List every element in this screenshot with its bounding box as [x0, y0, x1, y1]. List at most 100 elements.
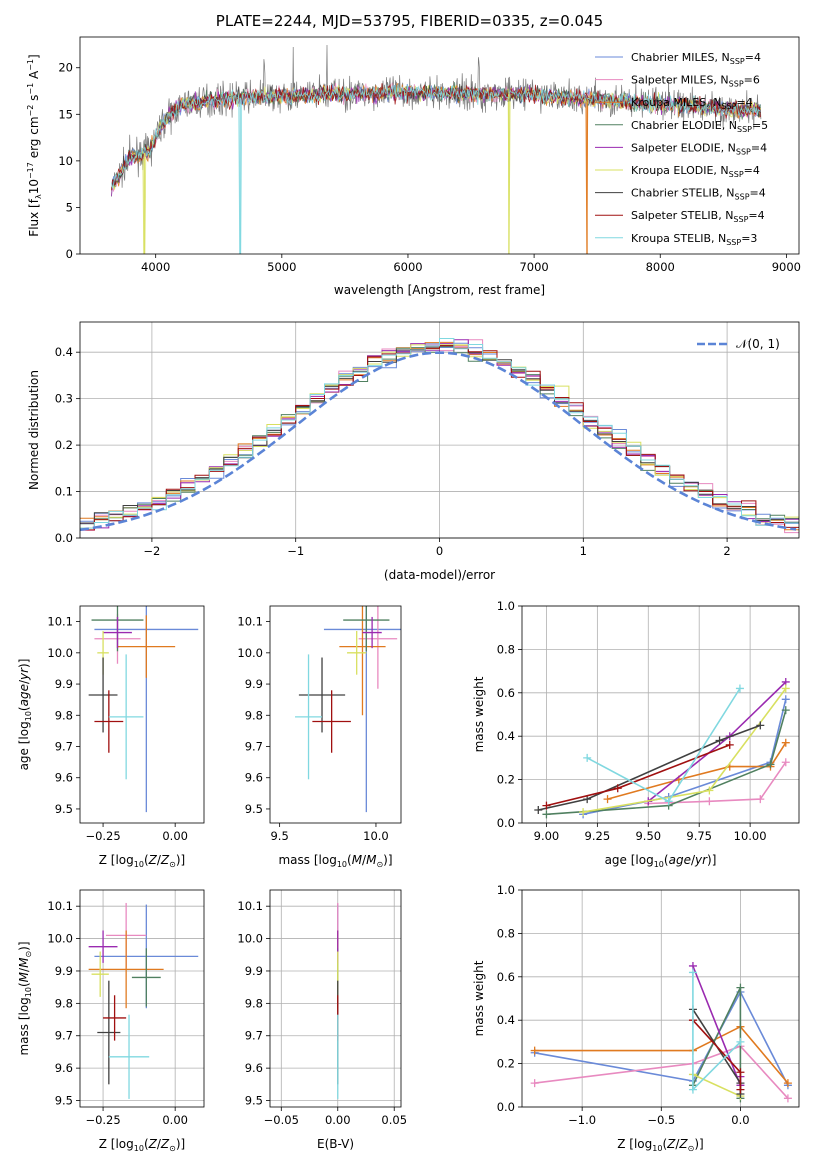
x-axis-label: wavelength [Angstrom, rest frame] [334, 283, 545, 297]
y-tick-label: 0.2 [497, 1057, 515, 1071]
model-spectrum-line [111, 84, 761, 254]
weight-marker [688, 1085, 697, 1094]
weight-marker [756, 795, 765, 804]
legend-label: Chabrier STELIB, NSSP​=4 [631, 187, 766, 202]
weight-marker [766, 760, 775, 769]
legend-label: Salpeter MILES, NSSP​=6 [631, 74, 760, 89]
y-tick-label: 5 [66, 200, 73, 214]
figure-title: PLATE=2244, MJD=53795, FIBERID=0335, z=0… [215, 12, 604, 30]
weight-marker [579, 808, 588, 817]
y-tick-label: 9.9 [245, 964, 263, 978]
y-tick-label: 9.6 [245, 771, 263, 785]
x-tick-label: 10.0 [363, 829, 389, 843]
y-axis-label: Flux [fλ​10−17​ erg cm−2​ s−1​ A−1​] [26, 54, 43, 236]
legend-label: Kroupa MILES, NSSP​=4 [631, 96, 753, 111]
weight-line [648, 761, 787, 805]
weight-marker [530, 1079, 539, 1088]
y-tick-label: 0.6 [497, 686, 515, 700]
x-tick-label: −1 [287, 544, 304, 558]
weight-marker [715, 736, 724, 745]
y-tick-label: 1.0 [497, 599, 515, 613]
residual-histogram [80, 345, 799, 531]
residuals-panel: −2 −1 0 1 2 0.0 0.1 0.2 0.3 0.4 𝒩(0, 1) (data-model… [27, 321, 800, 582]
y-tick-label: 20 [58, 61, 73, 75]
x-tick-label: 10.00 [734, 829, 767, 843]
x-tick-label: 1 [580, 544, 587, 558]
y-tick-label: 9.5 [245, 1094, 263, 1108]
age-vs-mass-panel: 9.5 10.0 9.5 9.6 9.7 9.8 9.9 10.0 10.1 mass [log1… [237, 605, 402, 869]
weight-marker [736, 1037, 745, 1046]
x-tick-label: 0.00 [162, 1113, 188, 1127]
x-tick-label: −0.5 [647, 1113, 675, 1127]
y-tick-label: 10.1 [237, 899, 263, 913]
y-tick-label: 9.5 [55, 802, 73, 816]
weight-line [582, 688, 787, 813]
axes-frame [79, 321, 800, 539]
x-tick-label: 9.00 [534, 829, 560, 843]
legend-label: Kroupa ELODIE, NSSP​=4 [631, 164, 760, 179]
weight-marker [736, 1085, 745, 1094]
y-tick-label: 9.6 [55, 1061, 73, 1075]
weight-marker [756, 721, 765, 730]
y-tick-label: 0.0 [55, 531, 73, 545]
y-tick-label: 9.7 [245, 1029, 263, 1043]
weight-marker [781, 738, 790, 747]
x-tick-label: 5000 [267, 260, 296, 274]
weight-marker [781, 758, 790, 767]
weight-marker [781, 684, 790, 693]
weight-line [534, 1045, 789, 1099]
weight-line [546, 744, 731, 807]
y-tick-label: 10.0 [47, 646, 73, 660]
weight-marker [705, 797, 714, 806]
y-tick-label: 9.7 [55, 1029, 73, 1043]
x-axis-label: (data-model)/error [384, 568, 495, 582]
y-tick-label: 0.2 [55, 438, 73, 452]
weight-line [546, 709, 787, 816]
x-tick-label: −0.05 [264, 1113, 299, 1127]
y-tick-label: 0 [66, 247, 73, 261]
x-tick-label: −2 [143, 544, 160, 558]
weight-line [538, 724, 761, 811]
y-tick-label: 0.4 [55, 345, 73, 359]
x-tick-label: 6000 [393, 260, 422, 274]
y-axis-label: age [log10​(age/yr)] [17, 659, 33, 771]
y-tick-label: 0.6 [497, 970, 515, 984]
y-tick-label: 9.9 [245, 677, 263, 691]
x-tick-label: 9.50 [635, 829, 661, 843]
x-tick-label: 4000 [141, 260, 170, 274]
x-tick-label: −1.0 [568, 1113, 596, 1127]
weight-marker [664, 797, 673, 806]
x-tick-label: −0.25 [85, 1113, 120, 1127]
weight-marker [688, 968, 697, 977]
x-axis-label: E(B-V) [317, 1137, 354, 1151]
weight-line [692, 1008, 742, 1094]
y-tick-label: 10.0 [237, 646, 263, 660]
y-tick-label: 0.2 [497, 773, 515, 787]
weight-marker [542, 801, 551, 810]
x-tick-label: 2 [723, 544, 730, 558]
weight-line [692, 1073, 741, 1097]
weight-marker [534, 805, 543, 814]
x-tick-label: 8000 [646, 260, 675, 274]
y-tick-label: 0.3 [55, 392, 73, 406]
x-axis-label: age [log10​(age/yr)] [605, 853, 717, 869]
axes-frame [269, 605, 402, 824]
weight-marker [781, 706, 790, 715]
y-tick-label: 9.7 [55, 740, 73, 754]
x-tick-label: 0.0 [731, 1113, 749, 1127]
weight-marker [583, 753, 592, 762]
x-axis-label: Z [log10​(Z/Z⊙​)] [99, 853, 185, 869]
weight-marker [530, 1046, 539, 1055]
y-tick-label: 0.8 [497, 642, 515, 656]
normal-curve [79, 351, 797, 532]
weight-marker [705, 786, 714, 795]
y-tick-label: 0.8 [497, 926, 515, 940]
y-tick-label: 1.0 [497, 883, 515, 897]
legend-label: Chabrier ELODIE, NSSP​=5 [631, 119, 768, 134]
y-axis-label: mass weight [472, 676, 486, 752]
axes-frame [521, 605, 800, 824]
x-tick-label: −0.25 [85, 829, 120, 843]
weight-vs-z-panel: −1.0 −0.5 0.0 0.0 0.2 0.4 0.6 0.8 1.0 Z [log10​(Z… [472, 883, 800, 1153]
spectrum-panel: 4000 5000 6000 7000 8000 9000 0 5 10 15 20 Chabrier… [26, 36, 801, 297]
y-tick-label: 15 [58, 107, 73, 121]
